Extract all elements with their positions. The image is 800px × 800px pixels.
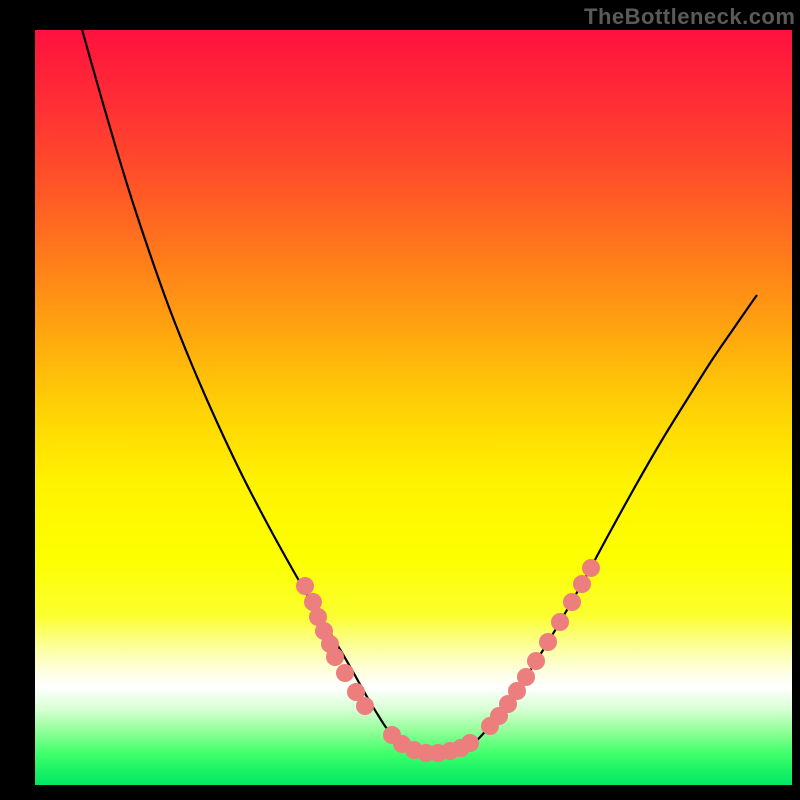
gradient-background [35, 30, 792, 785]
marker-left [296, 577, 314, 595]
plot-area [35, 30, 792, 785]
marker-trough [461, 734, 479, 752]
marker-right [527, 652, 545, 670]
marker-right [563, 593, 581, 611]
marker-right [517, 668, 535, 686]
watermark-text: TheBottleneck.com [584, 4, 795, 30]
marker-left [336, 664, 354, 682]
marker-left [356, 697, 374, 715]
marker-right [573, 575, 591, 593]
marker-left [326, 648, 344, 666]
marker-right [582, 559, 600, 577]
marker-right [551, 613, 569, 631]
marker-right [539, 633, 557, 651]
chart-svg [35, 30, 792, 785]
